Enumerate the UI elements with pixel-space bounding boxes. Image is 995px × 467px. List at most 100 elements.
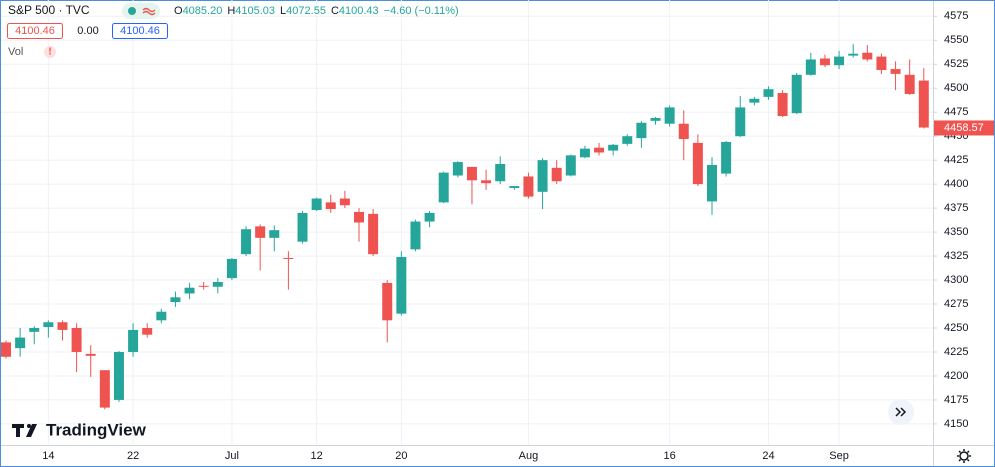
y-tick-label: 4475 <box>944 106 968 118</box>
y-tick-label: 4300 <box>944 274 968 286</box>
candle-body <box>862 52 873 60</box>
candle-body <box>311 198 322 211</box>
y-tick-label: 4325 <box>944 250 968 262</box>
candle-body <box>71 327 82 352</box>
ohlc-label: H <box>227 5 235 17</box>
candle-body <box>438 172 449 203</box>
candle-body <box>523 176 534 197</box>
y-tick-label: 4225 <box>944 346 968 358</box>
ohlc-label: O <box>174 5 183 17</box>
x-tick-label: 22 <box>127 450 139 462</box>
candle-body <box>29 327 40 332</box>
candle-body <box>890 69 901 74</box>
candle-body <box>834 56 845 66</box>
candle-body <box>636 122 647 139</box>
x-tick-label: Jul <box>225 450 239 462</box>
candle-body <box>325 202 336 210</box>
y-tick-label: 4275 <box>944 298 968 310</box>
candle-body <box>156 311 167 321</box>
candle-body <box>777 93 788 117</box>
x-tick-label: 16 <box>664 450 676 462</box>
ohlc-label: C <box>331 5 339 17</box>
volume-alert: ! <box>48 47 51 58</box>
candle-body <box>749 98 760 103</box>
candle-body <box>692 142 703 185</box>
axes: 4150 4175 4200 4225 4250 4275 4300 4325 4350 4375… <box>42 10 994 462</box>
ask: 4100.46 <box>120 25 160 37</box>
candle-body <box>396 257 407 314</box>
x-tick-label: 14 <box>42 450 54 462</box>
y-tick-label: 4550 <box>944 34 968 46</box>
candle-body <box>495 163 506 182</box>
y-tick-label: 4350 <box>944 226 968 238</box>
candle-body <box>650 117 661 121</box>
candle-body <box>763 89 774 97</box>
candle-body <box>791 74 802 114</box>
spread: 0.00 <box>77 25 98 37</box>
candle-body <box>1 342 11 357</box>
candle-body <box>283 257 294 259</box>
candle-body <box>848 53 859 56</box>
y-tick-label: 4400 <box>944 178 968 190</box>
y-tick-label: 4375 <box>944 202 968 214</box>
scroll-icon <box>895 407 907 417</box>
candle-body <box>678 123 689 140</box>
x-tick-label: 20 <box>395 450 407 462</box>
candles <box>1 44 929 410</box>
candle-body <box>904 74 915 94</box>
y-tick-label: 4500 <box>944 82 968 94</box>
candle-body <box>509 186 520 188</box>
y-tick-label: 4425 <box>944 154 968 166</box>
candle-body <box>354 211 364 223</box>
settings-icon[interactable] <box>959 451 969 461</box>
status-pill[interactable] <box>122 3 160 19</box>
candle-body <box>735 107 746 137</box>
ohlc-value: 4105.03 <box>235 5 275 17</box>
candle-body <box>551 167 562 182</box>
candle-body <box>382 282 393 321</box>
candle-body <box>805 59 816 75</box>
y-tick-label: 4200 <box>944 370 968 382</box>
candle-body <box>537 160 548 192</box>
candle-body <box>339 198 350 206</box>
candle-body <box>198 285 209 287</box>
status-icon <box>142 7 156 16</box>
brand: TradingView <box>46 420 147 439</box>
candle-body <box>226 258 237 279</box>
candle-body <box>466 166 477 181</box>
y-tick-label: 4575 <box>944 10 968 22</box>
candle-body <box>297 212 308 242</box>
ohlc-value: 4085.20 <box>183 5 223 17</box>
ohlc: O4085.20 H4105.03 L4072.55 C4100.43 −4.60 (−… <box>174 5 459 17</box>
ohlc-value: 4100.43 <box>339 5 379 17</box>
last-price-box <box>934 120 994 136</box>
candle-body <box>608 144 619 151</box>
candle-body <box>170 297 181 303</box>
change: −4.60 (−0.11%) <box>384 5 459 17</box>
candle-body <box>368 213 379 255</box>
settings-icon-teeth <box>957 449 971 463</box>
candle-body <box>269 230 280 238</box>
x-tick-label: Aug <box>519 450 539 462</box>
status-dot <box>128 7 136 15</box>
bid: 4100.46 <box>15 25 55 37</box>
last-price-label: 4458.57 <box>944 122 984 134</box>
candle-body <box>452 162 463 176</box>
ohlc-label: L <box>280 5 286 17</box>
candle-body <box>819 58 830 66</box>
candle-body <box>918 80 929 128</box>
x-tick-label: 24 <box>762 450 774 462</box>
candle-body <box>43 322 54 328</box>
volume-label: Vol <box>8 46 23 58</box>
ask-box[interactable] <box>112 23 168 39</box>
bid-box[interactable] <box>7 23 63 39</box>
candle-body <box>99 370 110 408</box>
candle-body <box>85 353 96 356</box>
brand-logo <box>12 424 37 437</box>
candle-body <box>594 147 605 153</box>
candle-body <box>241 229 252 255</box>
volume-alert-badge[interactable] <box>44 46 56 58</box>
y-tick-label: 4150 <box>944 418 968 430</box>
